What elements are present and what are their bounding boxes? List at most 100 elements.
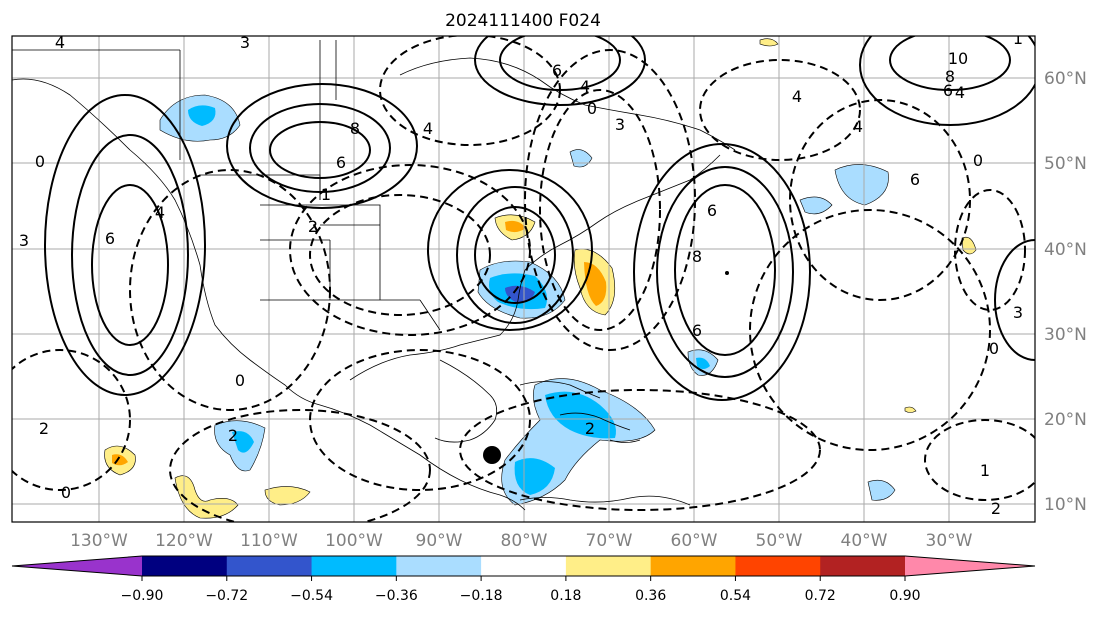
colorbar-segment — [226, 556, 313, 576]
contour-labels: 4 3 6 4 8 4 6 10 8 6 4 4 6 2 0 3 4 6 1 0… — [19, 29, 1023, 518]
map-frame — [11, 35, 1036, 523]
contour-label: 3 — [1013, 303, 1023, 322]
contour-label: 0 — [973, 151, 983, 170]
lon-label: 130°W — [70, 531, 128, 551]
contour-label: 2 — [228, 426, 238, 445]
colorbar-tick-label: 0.72 — [805, 588, 836, 604]
colorbar-segment — [311, 556, 397, 576]
contour-label: 6 — [943, 81, 953, 100]
high-center-dot — [725, 271, 729, 275]
lat-label: 30°N — [1044, 325, 1087, 345]
shade-blue-southeast-deep — [505, 285, 535, 303]
contour-label: 8 — [692, 247, 702, 266]
figure-title: 2024111400 F024 — [445, 11, 601, 31]
lon-label: 110°W — [240, 531, 298, 551]
colorbar-extend-low — [12, 556, 142, 576]
contour-label: 4 — [580, 77, 590, 96]
contour-label: 8 — [945, 67, 955, 86]
contour-label: 6 — [336, 153, 346, 172]
contour-label: 0 — [35, 152, 45, 171]
contour-label: 1 — [980, 461, 990, 480]
colorbar-tick-label: 0.54 — [720, 588, 751, 604]
lon-label: 40°W — [841, 531, 888, 551]
coastlines — [12, 40, 736, 511]
colorbar-tick-label: 0.90 — [889, 588, 920, 604]
lon-label: 100°W — [325, 531, 383, 551]
shade-blue-atlantic-mid — [799, 196, 833, 215]
contour-label: 8 — [350, 119, 360, 138]
contour-label: 4 — [853, 117, 863, 136]
contour-label: 6 — [910, 170, 920, 189]
contour-label: 6 — [105, 229, 115, 248]
contour-label: 4 — [423, 119, 433, 138]
lon-label: 50°W — [756, 531, 803, 551]
shade-yellow-pacific-south — [174, 475, 239, 519]
contour-label: 2 — [308, 217, 318, 236]
contour-label: 0 — [235, 371, 245, 390]
lon-label: 80°W — [501, 531, 548, 551]
shade-orange-lakes-core — [505, 220, 526, 233]
shade-blue-caribbean-core — [545, 391, 616, 439]
lat-label: 50°N — [1044, 154, 1087, 174]
contour-label: 2 — [991, 499, 1001, 518]
colorbar-tick-label: −0.54 — [290, 588, 333, 604]
storm-center-marker — [483, 446, 501, 464]
colorbar-tick-label: −0.36 — [375, 588, 418, 604]
graticule — [12, 36, 1035, 522]
shade-blue-caribbean-south — [514, 458, 555, 495]
solid-contours — [44, 36, 1035, 401]
colorbar-segment — [650, 556, 736, 576]
contour-label: 4 — [955, 83, 965, 102]
colorbar-extend-high — [905, 556, 1035, 576]
lon-label: 70°W — [586, 531, 633, 551]
lon-label: 30°W — [926, 531, 973, 551]
colorbar-segment — [735, 556, 821, 576]
shade-yellow-atlantic-small — [904, 406, 917, 413]
contour-label: 4 — [55, 33, 65, 52]
longitude-labels: 130°W 120°W 110°W 100°W 90°W 80°W 70°W 6… — [70, 531, 973, 551]
shade-blue-atlantic-south — [867, 479, 896, 501]
colorbar-ticks: −0.90 −0.72 −0.54 −0.36 −0.18 0.18 0.36 0.54 0.7… — [121, 576, 921, 604]
colorbar-tick-label: −0.90 — [121, 588, 164, 604]
contour-label: 0 — [989, 339, 999, 358]
contour-label: 10 — [948, 49, 968, 68]
shade-yellow-atlantic — [961, 236, 977, 255]
contour-label: 3 — [240, 33, 250, 52]
contour-label: 1 — [1013, 29, 1023, 48]
colorbar-segment — [142, 556, 228, 576]
contour-label: 4 — [155, 203, 165, 222]
colorbar-segment — [481, 556, 567, 576]
shade-blue-mexico-core — [232, 431, 254, 453]
contour-label: 3 — [615, 115, 625, 134]
contour-label: 6 — [707, 201, 717, 220]
contour-label: 2 — [39, 419, 49, 438]
contour-label: 6 — [692, 321, 702, 340]
lat-label: 60°N — [1044, 69, 1087, 89]
shade-blue-alaska-core — [188, 105, 216, 126]
contour-label: 1 — [321, 185, 331, 204]
contour-label: 6 — [552, 61, 562, 80]
colorbar-tick-label: −0.72 — [205, 588, 248, 604]
contour-label: 4 — [792, 87, 802, 106]
lat-label: 10°N — [1044, 495, 1087, 515]
lon-label: 60°W — [671, 531, 718, 551]
colorbar-tick-label: 0.18 — [550, 588, 581, 604]
lon-label: 90°W — [416, 531, 463, 551]
colorbar-segment — [396, 556, 482, 576]
lat-label: 20°N — [1044, 410, 1087, 430]
colorbar-segment — [820, 556, 906, 576]
lat-label: 40°N — [1044, 240, 1087, 260]
shade-yellow-greenland — [759, 38, 779, 47]
lon-label: 120°W — [155, 531, 213, 551]
colorbar-segment — [565, 556, 652, 576]
contour-label: 0 — [587, 99, 597, 118]
colorbar-tick-label: 0.36 — [635, 588, 666, 604]
contour-label: 0 — [61, 483, 71, 502]
colorbar — [11, 555, 1036, 577]
shade-blue-atlantic-sub-core — [696, 357, 710, 369]
contour-label: 3 — [19, 231, 29, 250]
shade-blue-atlantic-north — [834, 164, 889, 206]
latitude-labels: 60°N 50°N 40°N 30°N 20°N 10°N — [1044, 69, 1087, 515]
